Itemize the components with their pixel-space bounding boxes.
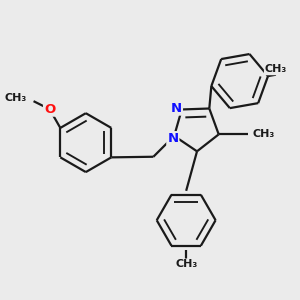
Text: N: N: [171, 102, 182, 115]
Text: CH₃: CH₃: [265, 64, 287, 74]
Text: CH₃: CH₃: [252, 129, 274, 140]
Text: CH₃: CH₃: [4, 94, 27, 103]
Text: CH₃: CH₃: [175, 260, 197, 269]
Text: O: O: [44, 103, 55, 116]
Text: N: N: [167, 132, 178, 145]
